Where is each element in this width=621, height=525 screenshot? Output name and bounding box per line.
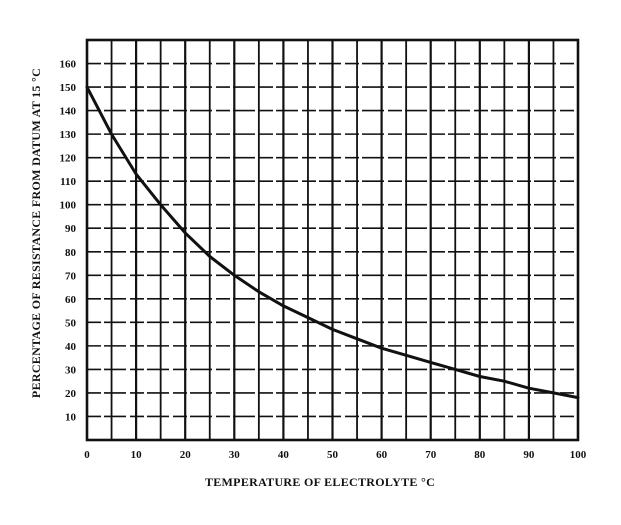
grid (87, 40, 578, 440)
plot-border (85, 38, 580, 442)
y-tick-label: 80 (65, 247, 77, 259)
data-point (331, 328, 334, 331)
x-tick-labels: 0 10 20 30 40 50 60 70 80 90 100 (84, 449, 587, 461)
y-tick-label: 60 (65, 294, 77, 306)
data-point (86, 86, 88, 88)
x-tick-label: 30 (229, 449, 241, 461)
y-tick-label: 130 (60, 129, 77, 141)
x-tick-label: 60 (376, 449, 388, 461)
data-point (503, 380, 506, 382)
data-point (528, 387, 530, 390)
x-tick-label: 40 (278, 449, 290, 461)
y-tick-label: 90 (65, 223, 77, 235)
y-axis-title: PERCENTAGE OF RESISTANCE FROM DATUM AT 1… (29, 68, 43, 398)
x-axis-title: TEMPERATURE OF ELECTROLYTE °C (205, 475, 435, 489)
x-tick-label: 90 (523, 449, 535, 461)
data-point (135, 173, 137, 175)
y-tick-label: 30 (65, 364, 77, 376)
data-point (356, 338, 358, 340)
data-point (552, 392, 555, 394)
y-tick-label: 100 (60, 200, 77, 212)
data-point (208, 255, 211, 258)
x-tick-label: 20 (180, 449, 192, 461)
data-point (577, 396, 579, 399)
y-tick-label: 50 (65, 317, 77, 329)
y-tick-label: 120 (60, 153, 77, 165)
x-tick-label: 50 (327, 449, 339, 461)
data-point (380, 347, 383, 350)
y-tick-label: 160 (60, 59, 77, 71)
data-point (307, 316, 309, 319)
y-tick-label: 40 (65, 341, 77, 353)
x-tick-label: 70 (425, 449, 437, 461)
data-point (110, 133, 113, 135)
y-tick-label: 20 (65, 388, 77, 400)
data-point (405, 354, 407, 357)
y-tick-labels: 10 20 30 40 50 60 70 80 90 100 110 120 130 140 150 160 (60, 59, 77, 424)
y-tick-label: 70 (65, 270, 77, 282)
data-point (159, 203, 162, 206)
x-tick-label: 10 (131, 449, 143, 461)
x-tick-label: 80 (474, 449, 486, 461)
x-tick-label: 100 (570, 449, 587, 461)
data-point (454, 368, 457, 371)
y-tick-label: 150 (60, 82, 77, 94)
data-point (184, 232, 186, 234)
series-layer (85, 85, 580, 400)
data-point (258, 290, 260, 293)
plot-frame (85, 38, 580, 442)
data-point (282, 305, 285, 307)
data-point (429, 361, 432, 364)
y-tick-label: 140 (60, 106, 77, 118)
y-tick-label: 110 (60, 176, 76, 188)
y-tick-label: 10 (65, 411, 77, 423)
data-point (479, 375, 481, 378)
x-tick-label: 0 (84, 449, 90, 461)
data-point (233, 274, 236, 277)
